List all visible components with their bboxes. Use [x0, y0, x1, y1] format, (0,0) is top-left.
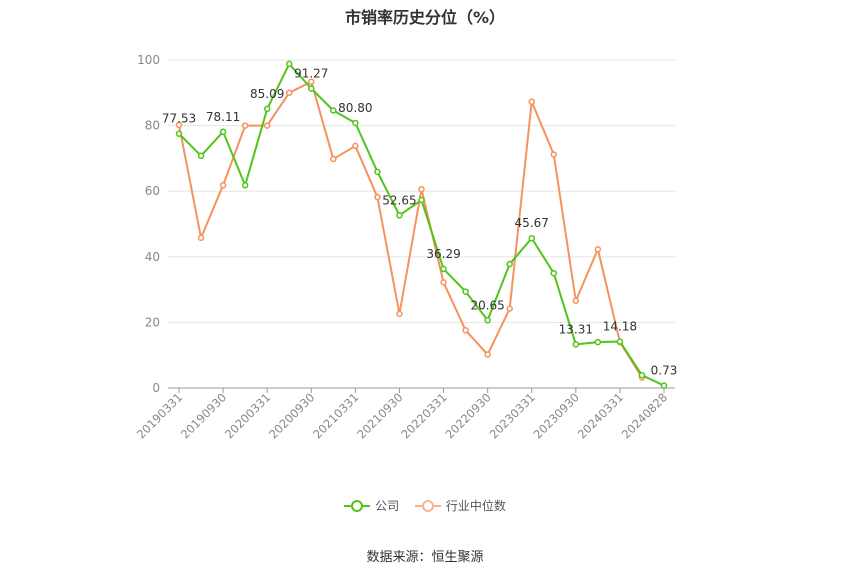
y-tick-label: 100: [137, 53, 160, 67]
source-note: 数据来源：恒生聚源: [366, 550, 484, 565]
x-tick-label: 20190930: [178, 390, 229, 441]
data-point-industry: [175, 121, 183, 129]
data-point-industry: [308, 78, 315, 85]
data-label: 77.53: [162, 112, 196, 126]
line-chart: 0 20 40 60 80 100 2019033120190930202003312020…: [134, 53, 678, 442]
data-label: 45.67: [515, 216, 549, 230]
x-tick-label: 20220930: [442, 390, 493, 441]
data-point-industry: [550, 151, 558, 158]
data-point-company: [594, 338, 602, 346]
x-tick-label: 20210930: [354, 390, 405, 441]
data-point-industry: [484, 351, 491, 358]
data-label: 91.27: [294, 67, 328, 81]
data-point-industry: [330, 155, 337, 163]
data-point-company: [396, 212, 403, 219]
legend-swatch-industry: [414, 499, 441, 513]
data-point-industry: [219, 182, 227, 189]
data-point-company: [197, 152, 205, 160]
y-tick-label: 80: [145, 119, 160, 133]
data-label: 20.65: [470, 298, 504, 312]
data-point-company: [484, 317, 491, 324]
data-point-company: [638, 371, 646, 379]
x-tick-label: 20230331: [487, 390, 538, 441]
data-point-industry: [263, 122, 271, 129]
data-point-company: [506, 260, 513, 268]
data-point-company: [374, 168, 381, 176]
data-point-industry: [241, 122, 249, 129]
x-tick-label: 20240331: [575, 390, 626, 441]
data-label: 13.31: [559, 322, 593, 336]
data-label: 85.09: [250, 87, 284, 101]
x-tick-label: 20200331: [222, 390, 273, 441]
data-point-industry: [440, 279, 447, 286]
data-point-industry: [352, 142, 359, 150]
data-label: 52.65: [382, 193, 416, 207]
data-label: 78.11: [206, 110, 240, 124]
data-point-industry: [462, 327, 469, 334]
data-point-company: [550, 269, 558, 277]
series-line-industry: [178, 80, 643, 379]
data-point-industry: [528, 98, 535, 105]
data-point-company: [175, 130, 183, 137]
x-tick-label: 20240828: [619, 390, 670, 441]
x-tick-label: 20210331: [310, 390, 361, 441]
x-tick-label: 20230930: [531, 390, 582, 441]
data-point-company: [241, 182, 249, 189]
data-point-company: [330, 107, 337, 114]
data-point-company: [285, 60, 293, 68]
data-label: 14.18: [603, 319, 637, 333]
data-point-company: [572, 341, 580, 348]
data-point-industry: [396, 310, 403, 318]
data-point-industry: [285, 89, 293, 97]
data-point-industry: [374, 193, 381, 201]
x-tick-label: 20200930: [266, 390, 317, 441]
data-point-company: [462, 288, 469, 295]
data-point-company: [418, 196, 425, 204]
data-point-company: [440, 265, 447, 273]
legend-label-company: 公司: [375, 499, 400, 513]
data-point-company: [263, 105, 271, 113]
y-tick-label: 0: [152, 381, 160, 395]
data-point-industry: [594, 246, 602, 253]
legend-label-industry: 行业中位数: [445, 499, 506, 513]
data-point-company: [660, 382, 668, 389]
y-tick-label: 20: [145, 315, 160, 329]
data-point-company: [308, 85, 315, 92]
data-label: 80.80: [338, 101, 372, 115]
data-point-industry: [418, 185, 425, 193]
data-point-industry: [197, 234, 205, 242]
series-line-company: [178, 62, 665, 387]
data-label: 0.73: [651, 364, 678, 378]
y-tick-label: 60: [145, 184, 160, 198]
data-point-industry: [572, 297, 580, 305]
data-point-company: [219, 128, 227, 136]
y-tick-label: 40: [145, 250, 160, 264]
data-point-company: [616, 338, 624, 345]
data-point-company: [352, 119, 359, 127]
legend-item-industry[interactable]: 行业中位数: [414, 497, 506, 514]
data-label: 36.29: [426, 247, 460, 261]
data-point-company: [528, 234, 535, 242]
chart-title: 市销率历史分位（%）: [344, 8, 506, 27]
x-tick-label: 20190331: [134, 390, 185, 441]
data-point-industry: [506, 305, 513, 312]
legend-item-company[interactable]: 公司: [344, 497, 399, 514]
x-tick-label: 20220331: [398, 390, 449, 441]
legend: 公司 行业中位数: [0, 497, 850, 516]
legend-swatch-company: [344, 499, 371, 513]
